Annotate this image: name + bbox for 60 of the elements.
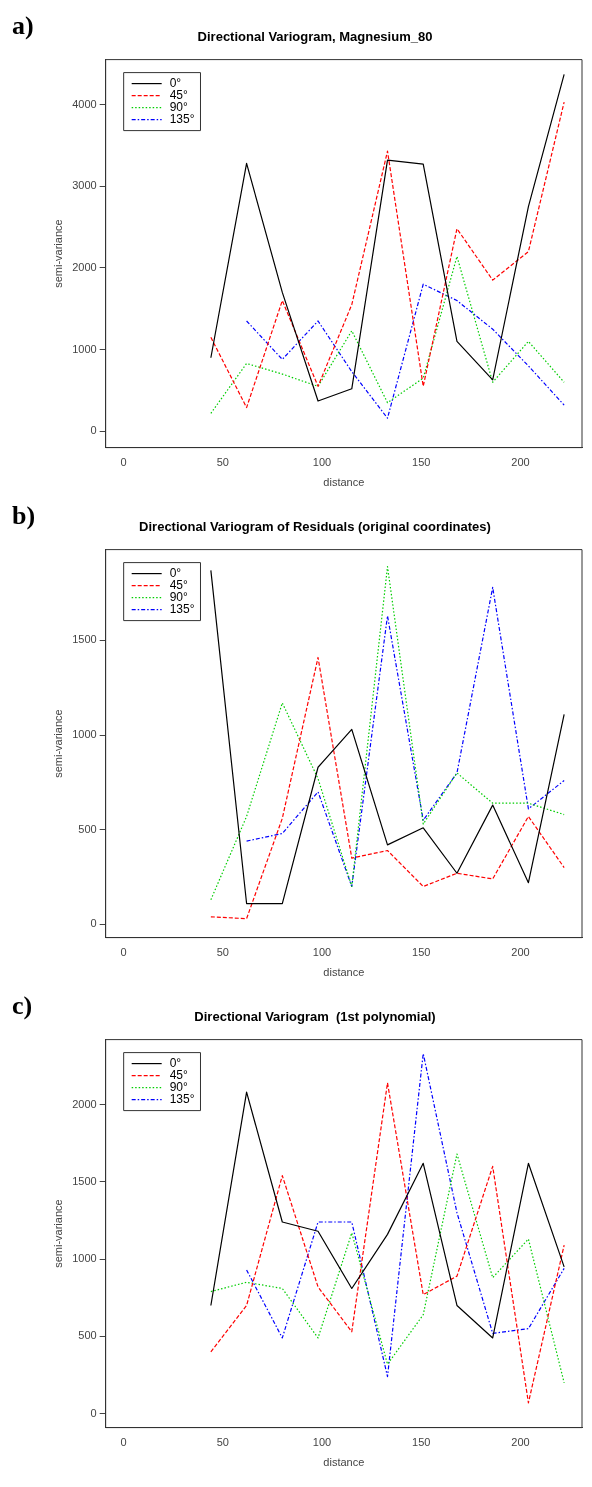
x-axis-title: distance [323,1456,365,1469]
chart-title: Directional Variogram of Residuals (original coordinates) [139,519,491,535]
x-tick-label: 100 [312,456,332,469]
x-tick-label: 200 [511,456,530,469]
legend-label: 135° [169,1091,195,1106]
x-tick-label: 200 [511,1436,530,1449]
legend-label: 135° [169,601,195,616]
legend-label: 45° [169,577,189,592]
y-tick-label: 4000 [72,97,97,110]
y-tick-label: 1000 [72,342,97,355]
legend-label: 0° [169,1055,182,1070]
x-tick-label: 100 [312,946,332,959]
line-series [245,283,565,419]
y-tick-label: 1500 [72,1174,97,1187]
line-series [210,1153,565,1384]
chart-title: Directional Variogram, Magnesium_80 [197,29,433,45]
text: b) [12,500,36,530]
x-tick-label: 0 [120,456,127,469]
x-tick-label: 0 [120,946,127,959]
x-tick-label: 50 [216,946,229,959]
y-tick-label: 3000 [72,179,97,192]
text: a) [12,10,34,40]
x-tick-label: 150 [412,1436,431,1449]
line-series [210,1082,565,1404]
x-tick-label: 150 [412,456,431,469]
x-axis-title: distance [323,476,365,489]
y-tick-label: 500 [78,1329,97,1342]
legend-label: 90° [169,589,189,604]
line-series [245,586,565,888]
y-tick-label: 2000 [72,260,97,273]
legend-label: 45° [169,87,189,102]
line-series [245,1052,565,1378]
y-tick-label: 0 [90,424,97,437]
x-tick-label: 100 [312,1436,332,1449]
legend-label: 135° [169,111,195,126]
line-series [210,656,565,920]
y-tick-label: 1500 [72,633,97,646]
x-tick-label: 50 [216,456,229,469]
y-tick-label: 1000 [72,1252,97,1265]
y-axis-title: semi-variance [51,219,64,288]
text: c) [12,990,33,1020]
legend-label: 45° [169,1067,189,1082]
x-tick-label: 150 [412,946,431,959]
y-axis-title: semi-variance [51,1199,64,1268]
y-tick-label: 0 [90,917,97,930]
x-tick-label: 200 [511,946,530,959]
y-tick-label: 500 [78,822,97,835]
legend-label: 0° [169,565,182,580]
legend-label: 90° [169,1079,189,1094]
x-tick-label: 50 [216,1436,229,1449]
y-tick-label: 0 [90,1406,97,1419]
line-series [210,255,565,414]
y-axis-title: semi-variance [51,709,64,778]
y-tick-label: 1000 [72,728,97,741]
legend-label: 0° [169,75,182,90]
chart-title: Directional Variogram (1st polynomial) [194,1009,436,1025]
x-tick-label: 0 [120,1436,127,1449]
legend-label: 90° [169,99,189,114]
x-axis-title: distance [323,966,365,979]
y-tick-label: 2000 [72,1097,97,1110]
